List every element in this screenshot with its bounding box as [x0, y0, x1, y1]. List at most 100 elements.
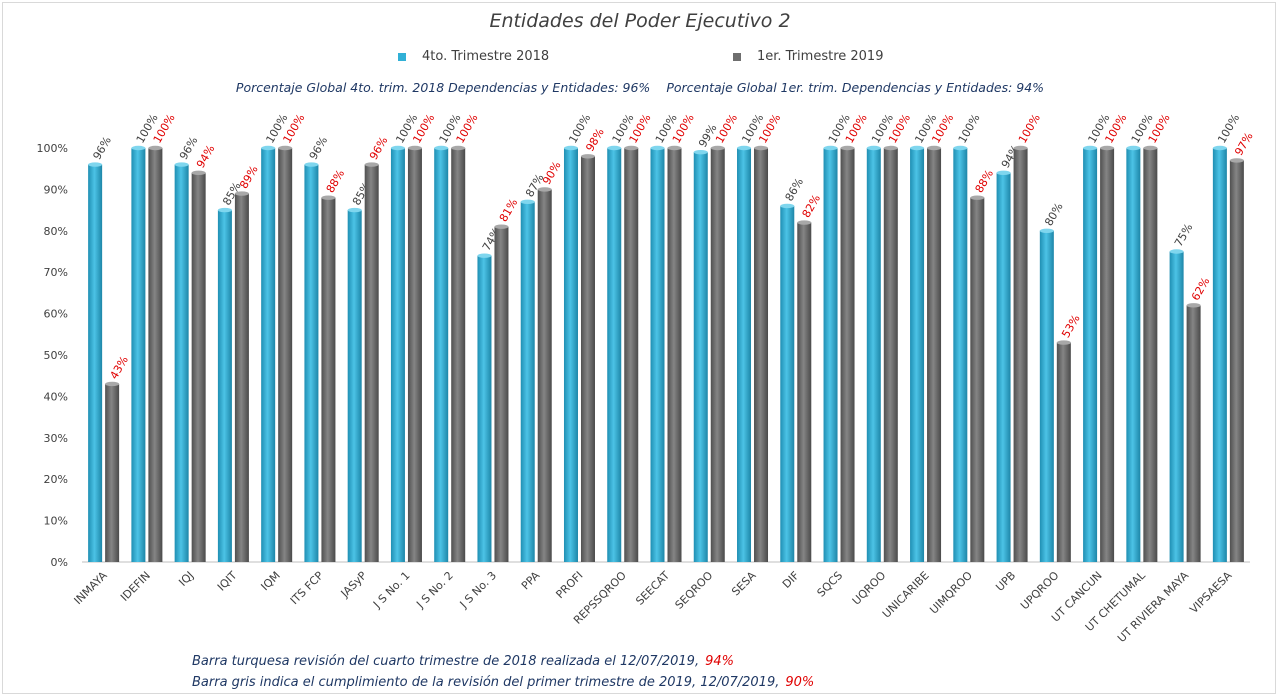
bar-cap-2019: [667, 145, 682, 151]
legend-label-2018: 4to. Trimestre 2018: [422, 49, 550, 64]
bar-2019: [321, 197, 336, 562]
bar-2019: [580, 156, 595, 562]
bar-cap-2019: [234, 191, 249, 196]
bar-2019: [451, 148, 466, 562]
bar-cap-2019: [927, 145, 942, 151]
y-tick-label: 100%: [37, 142, 68, 155]
bar-2018: [737, 148, 752, 562]
bar-2019: [407, 148, 422, 562]
legend-label-2019: 1er. Trimestre 2019: [757, 49, 884, 64]
bar-cap-2018: [520, 199, 535, 205]
bar-2018: [910, 148, 925, 562]
data-label-2019: 90%: [540, 159, 563, 187]
bar-cap-2018: [390, 145, 405, 151]
data-label-2019: 100%: [1016, 112, 1043, 146]
bar-2018: [866, 148, 881, 562]
bar-2018: [1126, 148, 1141, 562]
y-tick-label: 20%: [44, 473, 68, 486]
bar-2019: [148, 148, 163, 562]
data-label-2019: 53%: [1059, 312, 1082, 340]
bar-2018: [1212, 148, 1227, 562]
bar-cap-2018: [477, 253, 492, 258]
bar-2019: [1186, 305, 1201, 562]
y-tick-label: 40%: [44, 390, 68, 403]
x-category-label: SQCS: [815, 569, 846, 600]
data-label-2019: 97%: [1232, 130, 1255, 158]
data-label-2019: 96%: [367, 134, 390, 162]
x-category-label: SESA: [729, 569, 759, 599]
bar-cap-2019: [1229, 158, 1244, 163]
bar-cap-2018: [1212, 145, 1227, 151]
bar-2018: [261, 148, 276, 562]
bar-2018: [477, 255, 492, 562]
bar-cap-2018: [953, 145, 968, 151]
bar-2018: [953, 148, 968, 562]
bar-cap-2018: [217, 207, 232, 213]
bar-cap-2019: [580, 154, 595, 159]
bar-cap-2018: [823, 145, 838, 151]
data-label-2019: 81%: [497, 196, 520, 224]
bar-2019: [191, 172, 206, 562]
bar-cap-2018: [650, 145, 665, 151]
y-tick-label: 80%: [44, 225, 68, 238]
bar-cap-2018: [780, 203, 795, 209]
bar-cap-2019: [537, 187, 552, 192]
bar-cap-2018: [910, 145, 925, 151]
bar-cap-2018: [1169, 249, 1184, 254]
bar-cap-2019: [840, 145, 855, 151]
x-category-label: ITS FCP: [288, 569, 327, 608]
bar-cap-2018: [1039, 228, 1054, 233]
bar-2019: [364, 164, 379, 562]
bar-2019: [840, 148, 855, 562]
bar-cap-2018: [131, 145, 146, 151]
x-category-label: J S No. 1: [370, 569, 412, 611]
bar-cap-2019: [191, 170, 206, 176]
y-tick-label: 0%: [51, 556, 68, 569]
data-label-2018: 96%: [307, 134, 330, 162]
x-category-label: UQROO: [850, 569, 889, 608]
note-gray-text: Barra gris indica el cumplimiento de la …: [192, 675, 780, 690]
bar-cap-2019: [754, 145, 769, 151]
bar-2019: [970, 197, 985, 562]
bar-cap-2019: [970, 195, 985, 200]
bar-2019: [537, 189, 552, 562]
bar-cap-2018: [737, 145, 752, 151]
legend-item-2019: 1er. Trimestre 2019: [733, 49, 883, 64]
bar-cap-2019: [451, 145, 466, 151]
bar-2018: [390, 148, 405, 562]
bar-2019: [927, 148, 942, 562]
bar-cap-2018: [607, 145, 622, 151]
x-category-label: DIF: [780, 569, 802, 591]
data-label-2018: 100%: [956, 112, 983, 146]
bar-cap-2018: [866, 145, 881, 151]
bar-cap-2018: [563, 145, 578, 151]
global-2019-text: Porcentaje Global 1er. trim. Dependencia…: [666, 80, 1045, 95]
bar-2019: [710, 148, 725, 562]
bar-cap-2018: [434, 145, 449, 151]
x-category-label: IQIT: [215, 569, 240, 594]
data-label-2018: 75%: [1172, 221, 1195, 249]
bar-cap-2019: [1143, 145, 1158, 151]
bar-2019: [105, 383, 120, 562]
x-category-label: VIPSAESA: [1187, 569, 1235, 617]
x-category-label: UPB: [993, 569, 1018, 594]
bar-2018: [174, 164, 189, 562]
bar-cap-2018: [1126, 145, 1141, 151]
bar-cap-2019: [407, 145, 422, 151]
x-category-label: J S No. 2: [413, 569, 455, 611]
data-label-2018: 80%: [1042, 201, 1065, 229]
bar-2019: [234, 193, 249, 563]
global-2018-text: Porcentaje Global 4to. trim. 2018 Depend…: [235, 80, 651, 95]
x-category-label: JASyP: [338, 569, 370, 601]
bar-cap-2018: [261, 145, 276, 151]
bar-2019: [754, 148, 769, 562]
data-label-2019: 98%: [583, 126, 606, 154]
note-turquoise-text: Barra turquesa revisión del cuarto trime…: [192, 654, 700, 669]
bar-cap-2018: [88, 162, 103, 167]
legend-item-2018: 4to. Trimestre 2018: [398, 49, 549, 64]
bar-2018: [823, 148, 838, 562]
note-turquoise-value: 94%: [705, 654, 734, 669]
bar-2019: [883, 148, 898, 562]
bar-2018: [1039, 230, 1054, 563]
